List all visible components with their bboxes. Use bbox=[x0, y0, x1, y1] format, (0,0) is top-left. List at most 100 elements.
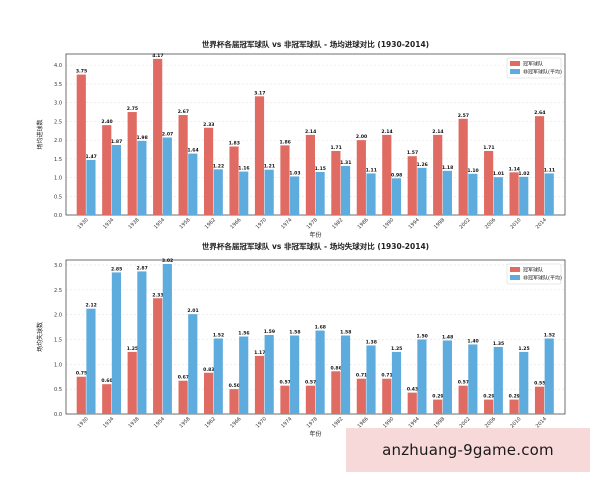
data-label: 1.03 bbox=[289, 170, 300, 176]
bar bbox=[493, 177, 503, 215]
bar bbox=[407, 156, 417, 215]
x-tick-label: 1962 bbox=[204, 217, 217, 230]
data-label: 2.64 bbox=[534, 110, 545, 116]
data-label: 1.11 bbox=[366, 167, 377, 173]
data-label: 1.83 bbox=[229, 140, 240, 146]
legend-swatch bbox=[510, 267, 520, 272]
x-tick-label: 1954 bbox=[153, 416, 166, 429]
data-label: 1.26 bbox=[417, 162, 428, 168]
data-label: 1.25 bbox=[518, 346, 529, 352]
bar bbox=[315, 330, 325, 414]
data-label: 1.15 bbox=[315, 166, 326, 172]
data-label: 0.55 bbox=[534, 381, 545, 387]
bar bbox=[203, 127, 214, 215]
watermark-banner: anzhuang-9game.com bbox=[346, 428, 590, 472]
data-label: 1.02 bbox=[518, 171, 529, 177]
y-tick-label: 1.5 bbox=[54, 337, 62, 343]
bar bbox=[254, 355, 265, 414]
data-label: 1.18 bbox=[442, 165, 453, 171]
y-tick-label: 0.5 bbox=[54, 194, 62, 200]
bar bbox=[407, 392, 417, 414]
data-label: 2.14 bbox=[432, 129, 443, 135]
data-label: 2.07 bbox=[162, 131, 173, 137]
data-label: 1.47 bbox=[86, 154, 97, 160]
x-tick-label: 1966 bbox=[229, 217, 242, 230]
data-label: 1.87 bbox=[111, 139, 122, 145]
x-tick-label: 1978 bbox=[306, 217, 319, 230]
bar bbox=[484, 150, 494, 215]
data-label: 1.14 bbox=[509, 166, 520, 172]
x-axis-label: 年份 bbox=[309, 430, 321, 438]
chart-1: 世界杯各届冠军球队 vs 非冠军球队 - 场均进球对比 (1930-2014) 0… bbox=[36, 39, 566, 239]
y-tick-label: 3.0 bbox=[54, 263, 62, 269]
legend-label: 非冠军球队(平均) bbox=[523, 69, 562, 76]
x-tick-label: 1990 bbox=[382, 217, 395, 230]
data-label: 1.59 bbox=[264, 329, 275, 335]
data-label: 0.29 bbox=[432, 394, 443, 400]
data-label: 1.11 bbox=[544, 167, 555, 173]
bar bbox=[162, 137, 172, 215]
x-tick-label: 1982 bbox=[331, 217, 344, 230]
y-tick-label: 2.0 bbox=[54, 138, 62, 144]
bar bbox=[162, 263, 172, 414]
x-tick-label: 1970 bbox=[255, 217, 268, 230]
data-label: 0.71 bbox=[356, 373, 367, 379]
bar bbox=[391, 178, 402, 215]
data-label: 0.50 bbox=[229, 383, 240, 389]
data-label: 3.02 bbox=[162, 258, 173, 264]
data-label: 1.71 bbox=[330, 145, 341, 151]
data-label: 0.75 bbox=[76, 371, 87, 377]
data-label: 2.67 bbox=[178, 109, 189, 115]
bar bbox=[458, 385, 468, 414]
bar bbox=[544, 173, 554, 215]
bar bbox=[493, 346, 503, 414]
bar bbox=[76, 376, 86, 414]
bar bbox=[188, 153, 198, 215]
chart-title: 世界杯各届冠军球队 vs 非冠军球队 - 场均进球对比 (1930-2014) bbox=[202, 39, 429, 49]
data-label: 1.71 bbox=[483, 145, 494, 151]
bar bbox=[290, 176, 300, 215]
bar bbox=[382, 134, 392, 215]
y-axis-label: 场均进球数 bbox=[36, 119, 44, 149]
bar bbox=[203, 372, 214, 414]
x-tick-label: 1930 bbox=[77, 416, 90, 429]
x-tick-label: 2002 bbox=[458, 217, 471, 230]
bar bbox=[280, 385, 290, 414]
chart-2: 世界杯各届冠军球队 vs 非冠军球队 - 场均失球对比 (1930-2014) 0… bbox=[36, 241, 566, 438]
data-label: 1.50 bbox=[417, 333, 428, 339]
y-tick-label: 1.5 bbox=[54, 157, 62, 163]
bar bbox=[213, 338, 223, 414]
bar bbox=[458, 118, 468, 215]
data-label: 0.98 bbox=[391, 172, 402, 178]
data-label: 1.25 bbox=[127, 346, 138, 352]
bar bbox=[468, 344, 478, 414]
x-axis-label: 年份 bbox=[309, 231, 321, 239]
data-label: 1.40 bbox=[467, 338, 478, 344]
data-label: 0.29 bbox=[509, 394, 520, 400]
bar bbox=[484, 399, 494, 414]
bar bbox=[391, 351, 402, 414]
data-label: 1.48 bbox=[442, 334, 453, 340]
y-tick-label: 0.0 bbox=[54, 412, 62, 418]
legend-swatch bbox=[510, 275, 520, 280]
bar bbox=[111, 272, 122, 414]
data-label: 2.57 bbox=[458, 113, 469, 119]
bar bbox=[127, 112, 137, 215]
bar bbox=[280, 145, 290, 215]
x-tick-label: 1974 bbox=[280, 416, 293, 429]
bar bbox=[509, 399, 519, 414]
data-label: 1.31 bbox=[340, 160, 351, 166]
y-tick-label: 2.5 bbox=[54, 119, 62, 125]
y-axis-label: 场均失球数 bbox=[36, 322, 44, 352]
bar bbox=[86, 159, 96, 215]
data-label: 1.58 bbox=[289, 330, 300, 336]
x-tick-label: 1966 bbox=[229, 416, 242, 429]
x-tick-label: 1954 bbox=[153, 217, 166, 230]
data-label: 2.75 bbox=[127, 106, 138, 112]
data-label: 2.14 bbox=[305, 129, 316, 135]
bar bbox=[534, 386, 545, 414]
x-tick-label: 1970 bbox=[255, 416, 268, 429]
y-tick-label: 3.5 bbox=[54, 82, 62, 88]
x-tick-label: 1994 bbox=[408, 217, 421, 230]
